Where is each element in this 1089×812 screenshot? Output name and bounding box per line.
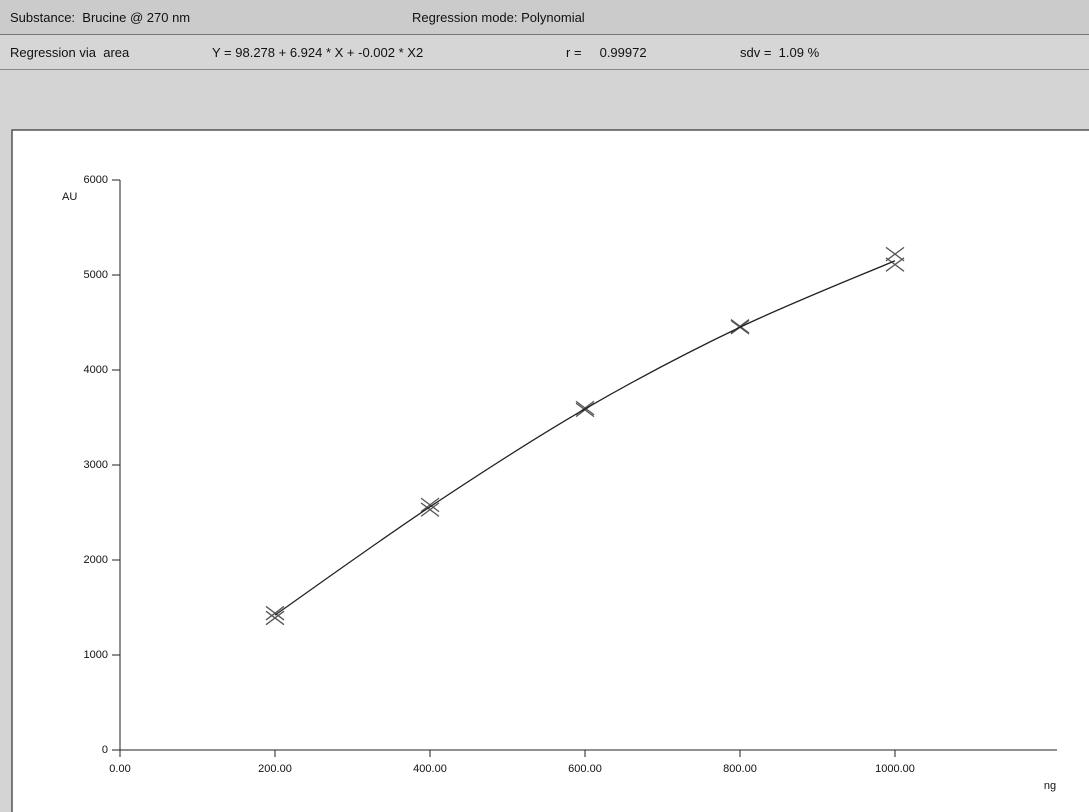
r-value: r = 0.99972 [566, 45, 647, 60]
y-axis-label: AU [62, 191, 77, 203]
data-point [420, 502, 440, 517]
marker-stroke [420, 502, 440, 517]
x-tick-label: 800.00 [723, 763, 757, 775]
y-tick-label: 3000 [84, 459, 108, 471]
equation: Y = 98.278 + 6.924 * X + -0.002 * X2 [212, 45, 424, 60]
header-row: Substance: Brucine @ 270 nm Regression m… [0, 0, 1089, 35]
y-tick-label: 4000 [84, 364, 108, 376]
y-tick-label: 1000 [84, 649, 108, 661]
data-point [885, 246, 905, 262]
x-tick-label: 1000.00 [875, 763, 915, 775]
y-tick-label: 6000 [84, 174, 108, 186]
x-tick-label: 200.00 [258, 763, 292, 775]
data-point [265, 605, 285, 621]
data-point [420, 497, 440, 513]
regression-mode: Regression mode: Polynomial [412, 10, 585, 25]
fit-curve [274, 260, 896, 616]
x-tick-label: 0.00 [109, 763, 130, 775]
y-tick-label: 0 [102, 744, 108, 756]
y-tick-label: 2000 [84, 554, 108, 566]
header-row: Regression via area Y = 98.278 + 6.924 *… [0, 35, 1089, 70]
marker-stroke [885, 246, 905, 262]
x-tick-label: 600.00 [568, 763, 602, 775]
marker-stroke [265, 605, 285, 621]
marker-stroke [265, 610, 285, 626]
regression-via: Regression via area [10, 45, 130, 60]
marker-stroke [885, 257, 905, 272]
data-point [265, 610, 285, 626]
substance: Substance: Brucine @ 270 nm [10, 10, 191, 25]
sdv: sdv = 1.09 % [740, 45, 820, 60]
marker-stroke [420, 497, 440, 513]
y-tick-label: 5000 [84, 269, 108, 281]
x-tick-label: 400.00 [413, 763, 447, 775]
data-point [885, 257, 905, 272]
plot-frame [11, 129, 1089, 812]
x-axis-label: ng [1044, 780, 1056, 792]
